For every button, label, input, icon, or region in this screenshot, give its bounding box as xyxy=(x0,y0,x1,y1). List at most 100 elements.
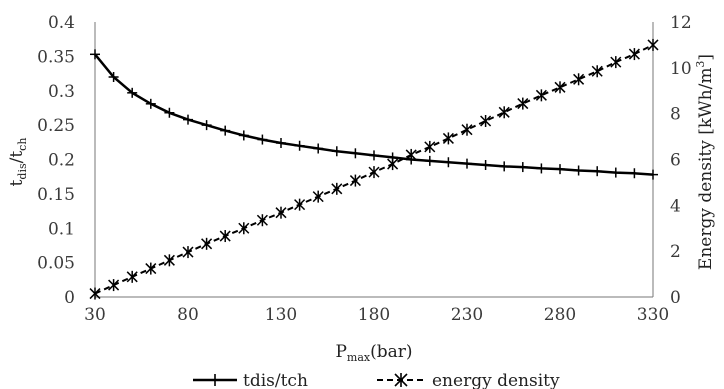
data-point xyxy=(219,230,231,243)
left-y-tick-label: 0.15 xyxy=(37,185,75,205)
left-y-label-main: t xyxy=(7,179,27,186)
data-point xyxy=(257,134,268,145)
data-point xyxy=(554,81,566,94)
data-point xyxy=(294,198,306,211)
data-point xyxy=(201,237,213,250)
left-y-label-sub1: dis xyxy=(16,163,29,180)
left-y-tick-label: 0.3 xyxy=(48,82,75,102)
data-point xyxy=(480,160,491,170)
data-point xyxy=(313,143,324,154)
data-point xyxy=(555,164,565,175)
legend: tdis/tch energy density xyxy=(193,371,560,389)
data-point xyxy=(442,132,454,145)
tick-labels: 30 80 130 180 230 280 33000.050.10.150.20.250.… xyxy=(37,13,692,325)
data-point xyxy=(628,48,640,61)
series-layer xyxy=(89,38,659,300)
data-point xyxy=(480,115,492,127)
data-point xyxy=(163,254,175,267)
data-point xyxy=(349,174,361,187)
data-point xyxy=(535,89,547,102)
data-point xyxy=(405,148,417,161)
left-y-tick-label: 0.35 xyxy=(37,47,75,67)
left-y-tick-label: 0.25 xyxy=(37,116,75,136)
series-tdis-tch xyxy=(90,49,658,180)
data-point xyxy=(201,120,212,131)
x-axis-label: Pmax(bar) xyxy=(335,342,412,364)
legend-label-energy-density: energy density xyxy=(432,371,560,389)
data-point xyxy=(443,157,454,168)
right-y-label-end: ] xyxy=(696,54,716,61)
left-y-label-sub2: ch xyxy=(16,138,29,151)
left-y-tick-label: 0 xyxy=(64,288,75,308)
right-y-label-sup: 3 xyxy=(694,61,707,68)
right-y-tick-label: 8 xyxy=(670,105,681,125)
x-axis-label-subscript: max xyxy=(347,351,371,364)
data-point xyxy=(90,49,100,60)
data-point xyxy=(145,98,156,109)
right-y-tick-label: 4 xyxy=(670,196,681,216)
data-point xyxy=(350,148,361,159)
data-point xyxy=(275,206,287,219)
data-point xyxy=(312,190,324,203)
data-point xyxy=(238,222,250,235)
data-point xyxy=(648,169,658,180)
legend-item-energy-density: energy density xyxy=(377,371,560,389)
data-point xyxy=(610,56,622,69)
data-point xyxy=(387,158,399,171)
x-tick-label: 280 xyxy=(544,305,576,325)
right-y-label-main: Energy density [kWh/m xyxy=(696,68,716,271)
legend-marker-asterisk xyxy=(394,373,408,387)
x-tick-label: 330 xyxy=(637,305,669,325)
left-y-tick-label: 0.4 xyxy=(48,13,75,33)
x-tick-label: 30 xyxy=(84,305,106,325)
data-point xyxy=(591,65,603,78)
data-point xyxy=(294,140,305,151)
data-point xyxy=(424,140,436,153)
data-point xyxy=(369,150,379,161)
left-y-axis-label: tdis/tch xyxy=(7,138,29,187)
data-point xyxy=(629,168,640,179)
right-y-tick-label: 0 xyxy=(670,288,681,308)
data-point xyxy=(368,166,380,179)
data-point xyxy=(108,279,120,292)
legend-item-tdis-tch: tdis/tch xyxy=(193,371,308,389)
x-axis-label-unit: (bar) xyxy=(370,342,412,362)
data-point xyxy=(592,166,603,177)
right-y-tick-label: 6 xyxy=(670,151,681,171)
right-y-tick-label: 12 xyxy=(670,13,692,33)
x-tick-label: 180 xyxy=(358,305,390,325)
x-tick-label: 80 xyxy=(177,305,199,325)
data-point xyxy=(331,146,342,157)
data-point xyxy=(256,214,268,227)
data-point xyxy=(164,107,175,118)
data-point xyxy=(462,158,472,169)
data-point xyxy=(573,165,584,176)
data-point xyxy=(126,270,138,283)
data-point xyxy=(183,114,193,125)
series-energy-density xyxy=(89,38,659,300)
data-point xyxy=(145,262,157,275)
data-point xyxy=(424,155,435,166)
data-point xyxy=(610,167,621,178)
data-point xyxy=(89,287,101,300)
data-point xyxy=(517,162,528,173)
data-point xyxy=(276,138,286,148)
plot-area xyxy=(94,22,654,298)
data-point xyxy=(647,38,659,51)
left-y-tick-label: 0.05 xyxy=(37,254,75,274)
left-y-tick-label: 0.1 xyxy=(48,219,75,239)
right-y-axis-label: Energy density [kWh/m3] xyxy=(694,54,716,270)
right-y-tick-label: 10 xyxy=(670,59,692,79)
data-point xyxy=(220,125,231,136)
data-point xyxy=(536,163,547,174)
legend-label-tdis-tch: tdis/tch xyxy=(243,371,308,389)
data-point xyxy=(517,97,529,110)
x-axis-label-main: P xyxy=(335,342,346,362)
data-point xyxy=(108,72,119,82)
x-tick-label: 130 xyxy=(265,305,297,325)
data-point xyxy=(182,246,194,259)
data-point xyxy=(498,106,510,119)
data-point xyxy=(499,161,510,172)
data-point xyxy=(331,182,343,195)
